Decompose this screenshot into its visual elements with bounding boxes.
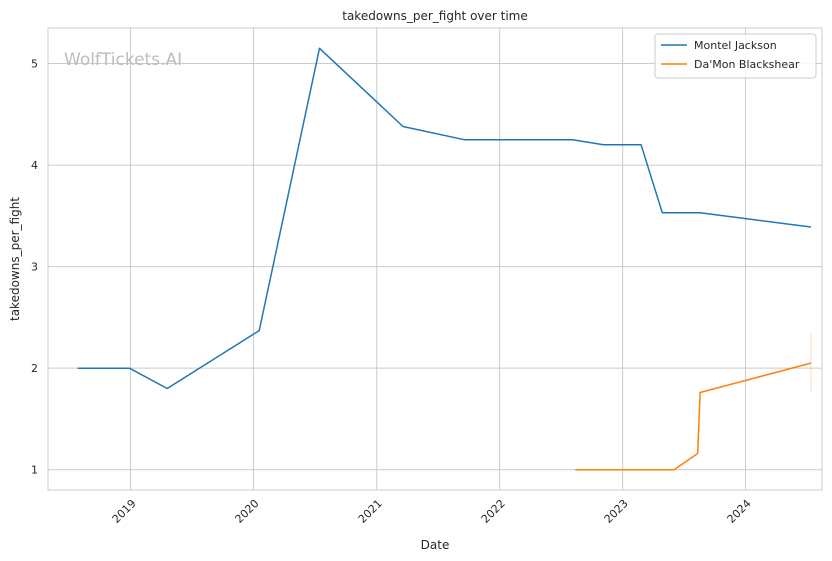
legend-label: Da'Mon Blackshear bbox=[694, 58, 800, 71]
y-tick-label: 2 bbox=[31, 362, 38, 375]
x-tick-label: 2019 bbox=[110, 497, 139, 526]
series-line-damon-blackshear bbox=[575, 362, 812, 471]
chart-title: takedowns_per_fight over time bbox=[342, 9, 528, 23]
y-axis-label: takedowns_per_fight bbox=[8, 197, 22, 321]
grid-lines bbox=[48, 28, 822, 490]
x-tick-label: 2020 bbox=[233, 497, 262, 526]
x-tick-label: 2022 bbox=[479, 497, 508, 526]
legend-label: Montel Jackson bbox=[694, 39, 777, 52]
x-tick-label: 2024 bbox=[725, 497, 754, 526]
x-tick-labels: 2019 2020 2021 2022 2023 2024 bbox=[110, 497, 754, 526]
y-tick-label: 1 bbox=[31, 464, 38, 477]
y-tick-labels: 1 2 3 4 5 bbox=[31, 58, 38, 477]
legend: Montel Jackson Da'Mon Blackshear bbox=[654, 33, 817, 79]
series-line-montel-jackson bbox=[77, 47, 811, 390]
x-tick-label: 2023 bbox=[602, 497, 631, 526]
x-axis-label: Date bbox=[421, 538, 450, 552]
series-lines bbox=[77, 47, 812, 471]
plot-frame bbox=[47, 27, 823, 491]
x-tick-label: 2021 bbox=[356, 497, 385, 526]
y-tick-label: 5 bbox=[31, 58, 38, 71]
watermark: WolfTickets.AI bbox=[64, 50, 182, 70]
y-tick-label: 4 bbox=[31, 159, 38, 172]
legend-box bbox=[654, 33, 817, 79]
y-tick-label: 3 bbox=[31, 261, 38, 274]
